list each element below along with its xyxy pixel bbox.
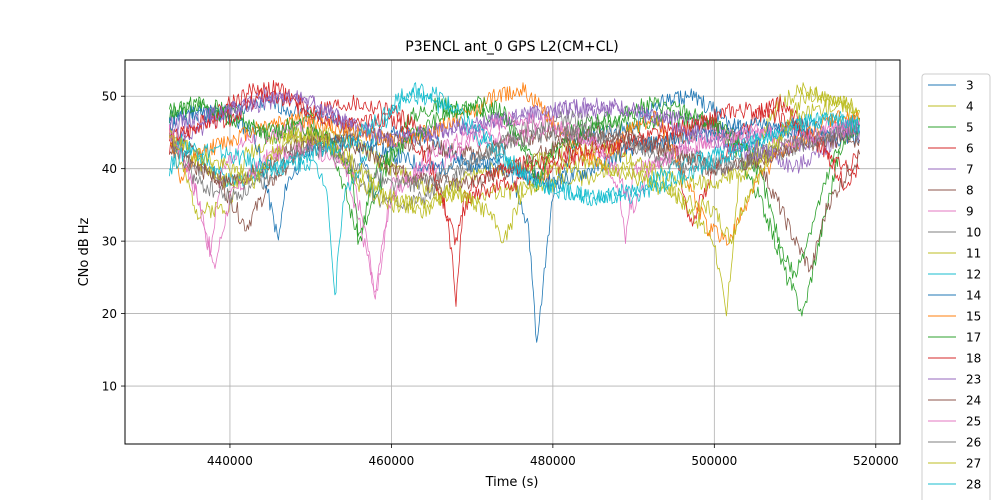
legend-label: 25: [966, 415, 981, 429]
legend-label: 24: [966, 394, 981, 408]
series-lines: [169, 80, 860, 343]
legend-label: 10: [966, 226, 981, 240]
x-tick-label: 480000: [530, 454, 576, 468]
legend-label: 26: [966, 436, 981, 450]
x-tick-label: 500000: [691, 454, 737, 468]
legend-label: 17: [966, 331, 981, 345]
legend-label: 18: [966, 352, 981, 366]
legend-label: 15: [966, 310, 981, 324]
series-line-25: [169, 111, 860, 293]
y-tick-label: 40: [102, 162, 117, 176]
series-line-6: [169, 80, 860, 307]
x-axis-label: Time (s): [485, 475, 539, 490]
legend-label: 9: [966, 205, 974, 219]
y-tick-label: 50: [102, 90, 117, 104]
legend-label: 23: [966, 373, 981, 387]
y-tick-label: 20: [102, 307, 117, 321]
series-line-26: [169, 123, 860, 206]
y-axis: 10 20 30 40 50: [102, 90, 125, 394]
y-axis-label: CNo dB Hz: [77, 217, 92, 286]
series-line-9: [169, 116, 860, 300]
legend-label: 12: [966, 268, 981, 282]
legend-label: 5: [966, 121, 974, 135]
legend-label: 3: [966, 79, 974, 93]
y-tick-label: 10: [102, 380, 117, 394]
y-tick-label: 30: [102, 235, 117, 249]
series-line-4: [169, 82, 860, 317]
x-tick-label: 520000: [853, 454, 899, 468]
plot-frame: [124, 59, 901, 445]
series-line-27: [169, 87, 860, 245]
x-tick-label: 460000: [369, 454, 415, 468]
legend-label: 28: [966, 478, 981, 492]
legend-label: 27: [966, 457, 981, 471]
x-axis: 440000 460000 480000 500000 520000: [207, 444, 899, 468]
legend-label: 6: [966, 142, 974, 156]
chart-title: P3ENCL ant_0 GPS L2(CM+CL): [405, 39, 618, 55]
series-line-28: [169, 82, 860, 206]
legend-label: 7: [966, 163, 974, 177]
legend-label: 11: [966, 247, 981, 261]
legend-label: 4: [966, 100, 974, 114]
legend: 3 4 5 6 7 8 9 10 11 12 14 15 17 18 23 24 25 26 27 28: [921, 73, 991, 500]
legend-label: 14: [966, 289, 981, 303]
legend-box: [921, 73, 991, 500]
legend-label: 8: [966, 184, 974, 198]
x-tick-label: 440000: [207, 454, 253, 468]
